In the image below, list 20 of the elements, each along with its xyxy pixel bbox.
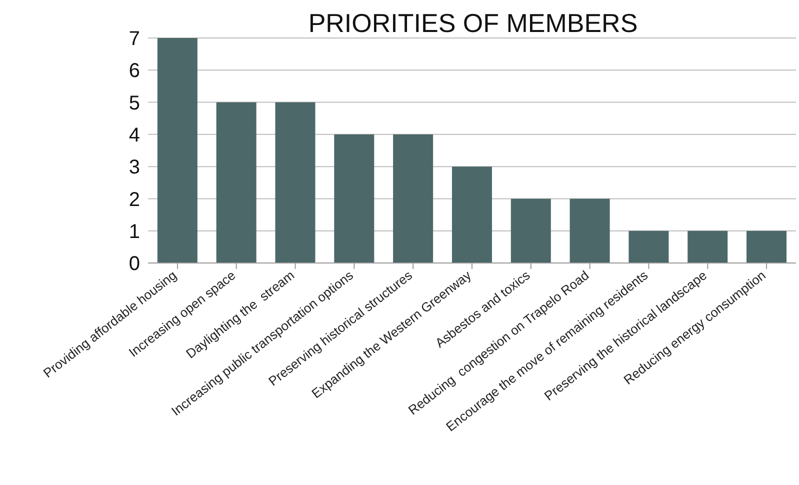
bar: [157, 38, 198, 263]
bar: [216, 102, 256, 263]
bar: [275, 102, 316, 263]
y-tick-label: 6: [128, 60, 140, 82]
chart-title: PRIORITIES OF MEMBERS: [307, 8, 639, 39]
bar: [628, 230, 669, 263]
y-tick-label: 7: [128, 28, 140, 50]
bar: [452, 166, 492, 263]
y-tick-label: 2: [128, 188, 140, 211]
y-tick-label: 3: [128, 156, 140, 179]
bar: [510, 198, 551, 263]
y-tick-label: 1: [128, 220, 140, 243]
y-tick-label: 0: [128, 253, 140, 276]
bar: [393, 134, 434, 263]
y-tick-label: 4: [128, 124, 140, 147]
bar: [746, 230, 787, 263]
bar: [688, 230, 728, 263]
y-tick-label: 5: [128, 92, 140, 114]
bar: [334, 134, 374, 263]
bar: [570, 198, 610, 263]
